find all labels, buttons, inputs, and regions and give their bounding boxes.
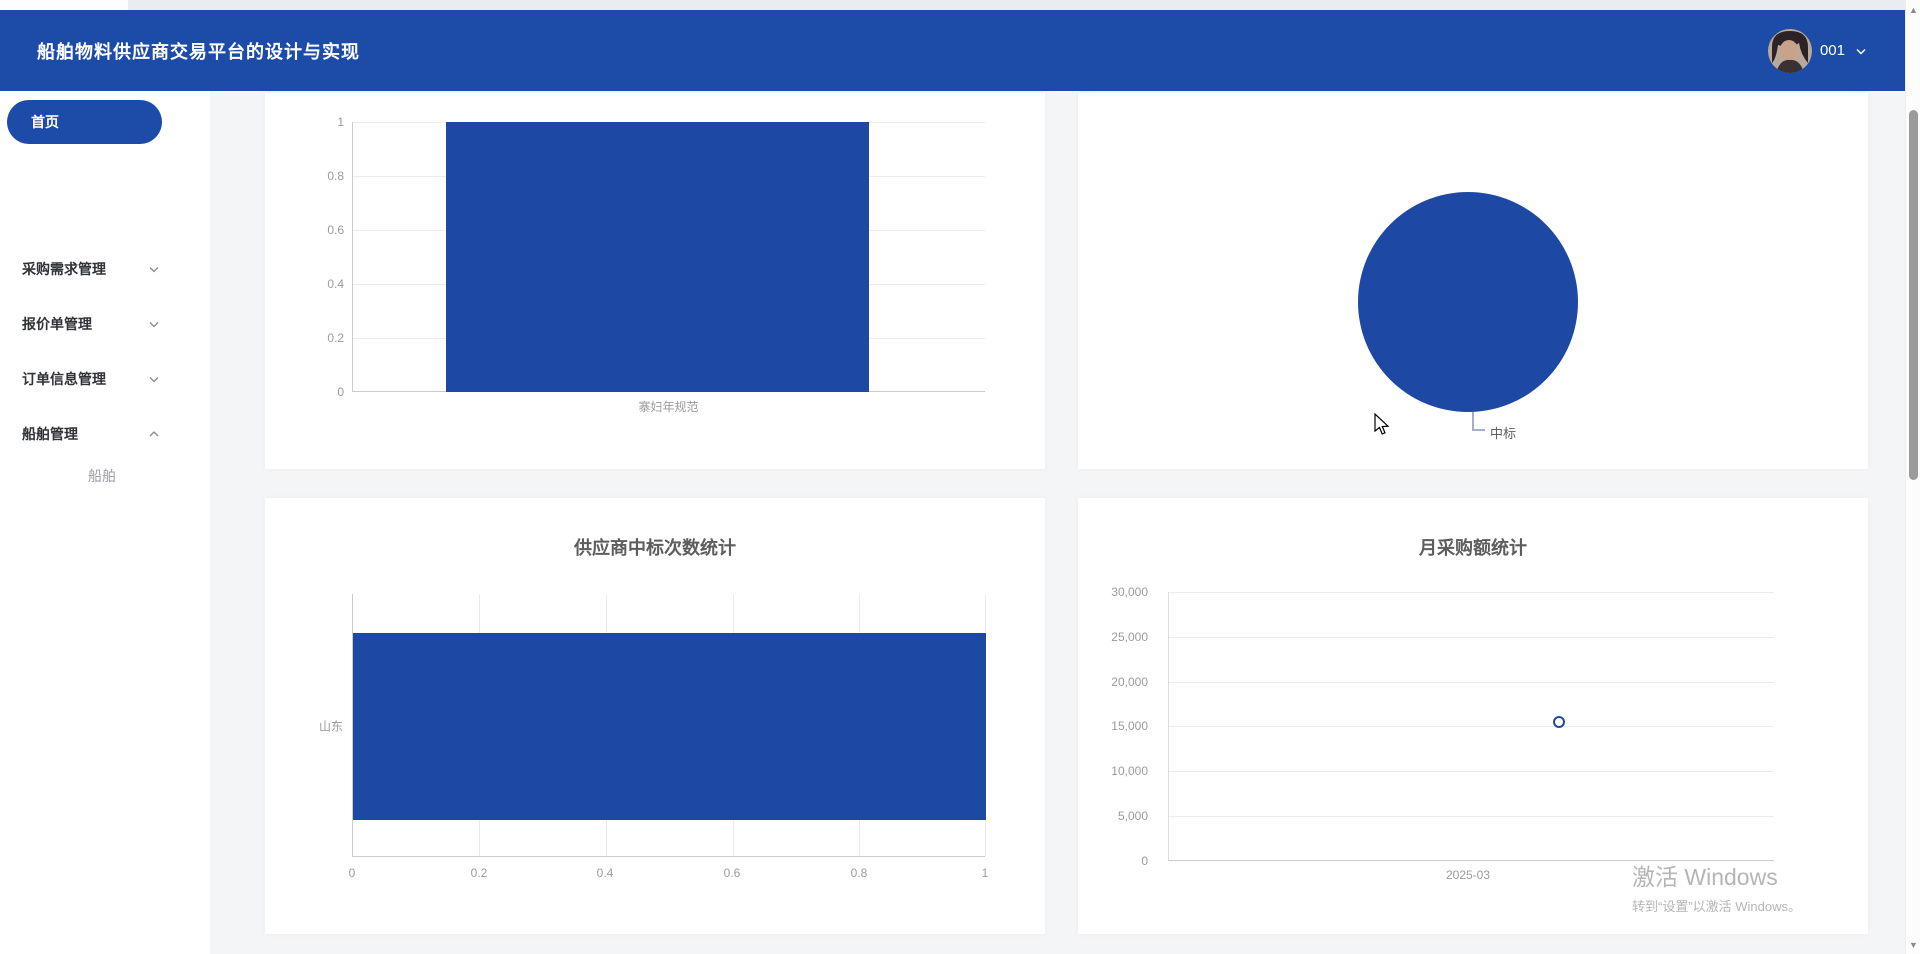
y-tick: 0 <box>1141 854 1148 868</box>
avatar[interactable] <box>1767 28 1812 73</box>
sidebar-item-purchase-demand[interactable]: 采购需求管理 <box>0 254 210 284</box>
x-tick: 0.2 <box>470 866 488 880</box>
x-tick: 0.4 <box>596 866 614 880</box>
chevron-down-icon <box>148 263 160 275</box>
chevron-down-icon <box>1855 45 1867 57</box>
chevron-down-icon <box>148 373 160 385</box>
chart-card-pie: 中标 <box>1078 93 1868 469</box>
y-tick: 5,000 <box>1117 809 1148 823</box>
y-tick: 0 <box>337 385 344 399</box>
bar-chart-plot <box>352 122 985 392</box>
y-tick: 0.4 <box>327 277 344 291</box>
sidebar-item-order-info[interactable]: 订单信息管理 <box>0 364 210 394</box>
page-title: 船舶物料供应商交易平台的设计与实现 <box>37 41 360 62</box>
category-tick: 山东 <box>318 719 343 734</box>
chart-card-bar: 1 0.8 0.6 0.4 0.2 0 寨妇年规范 <box>265 93 1045 469</box>
vertical-scrollbar[interactable]: ▲ ▼ <box>1905 0 1920 954</box>
gridline <box>1169 682 1774 683</box>
bar-chart-y-axis: 1 0.8 0.6 0.4 0.2 0 <box>265 115 344 399</box>
sidebar-subitem-label: 船舶 <box>88 468 116 484</box>
gridline <box>1169 637 1774 638</box>
gridline <box>1169 592 1774 593</box>
hbar-chart-x-axis: 0 0.2 0.4 0.6 0.8 1 <box>348 866 989 882</box>
line-chart-y-axis: 30,000 25,000 20,000 15,000 10,000 5,000… <box>1078 585 1148 868</box>
y-tick: 10,000 <box>1111 764 1148 778</box>
x-tick: 0.8 <box>850 866 868 880</box>
sidebar-item-quotation[interactable]: 报价单管理 <box>0 309 210 339</box>
data-point <box>1553 716 1565 728</box>
bar-series <box>353 633 986 820</box>
sidebar-item-home[interactable]: 首页 <box>7 100 162 144</box>
main-content: 1 0.8 0.6 0.4 0.2 0 寨妇年规范 中标 供应商中标次数统计 山… <box>210 91 1905 954</box>
sidebar-item-label: 采购需求管理 <box>22 261 106 277</box>
sidebar: 首页 采购需求管理 报价单管理 订单信息管理 船舶管理 船舶 <box>0 91 210 954</box>
y-tick: 30,000 <box>1111 585 1148 599</box>
username[interactable]: 001 <box>1819 42 1845 59</box>
y-tick: 0.6 <box>327 223 344 237</box>
user-menu[interactable]: 001 <box>1767 10 1867 91</box>
y-tick: 1 <box>337 115 344 129</box>
gridline <box>1169 726 1774 727</box>
y-tick: 20,000 <box>1111 675 1148 689</box>
pie-slice <box>1358 192 1578 412</box>
chevron-down-icon <box>148 318 160 330</box>
pie-slice-label: 中标 <box>1490 426 1517 441</box>
line-chart-plot <box>1168 592 1774 861</box>
x-tick: 0 <box>348 866 356 880</box>
sidebar-item-ship-management[interactable]: 船舶管理 <box>0 419 210 449</box>
bar-chart-x-category: 寨妇年规范 <box>638 400 699 414</box>
hbar-chart-category-axis: 山东 <box>265 594 343 857</box>
y-tick: 0.8 <box>327 169 344 183</box>
sidebar-subitem-ship[interactable]: 船舶 <box>88 465 208 487</box>
chevron-up-icon <box>148 428 160 440</box>
sidebar-item-label: 首页 <box>31 114 59 130</box>
sidebar-item-label: 订单信息管理 <box>22 371 106 387</box>
scrollbar-thumb[interactable] <box>1909 110 1918 480</box>
pie-label-leader <box>1472 429 1485 431</box>
browser-tab-fragment <box>0 0 128 10</box>
gridline <box>1169 816 1774 817</box>
chart-card-line: 月采购额统计 30,000 25,000 20,000 15,000 10,00… <box>1078 498 1868 934</box>
scroll-down-arrow[interactable]: ▼ <box>1909 939 1918 950</box>
gridline <box>1169 771 1774 772</box>
sidebar-item-label: 报价单管理 <box>22 316 92 332</box>
scroll-up-arrow[interactable]: ▲ <box>1909 4 1918 15</box>
y-tick: 0.2 <box>327 331 344 345</box>
pie-label-leader <box>1472 412 1474 431</box>
y-tick: 15,000 <box>1111 719 1148 733</box>
hbar-chart-plot <box>352 594 986 857</box>
chart-title: 供应商中标次数统计 <box>574 538 736 558</box>
chart-card-hbar: 供应商中标次数统计 山东 0 0.2 0.4 0.6 0.8 1 <box>265 498 1045 934</box>
sidebar-item-label: 船舶管理 <box>22 426 78 442</box>
chart-title: 月采购额统计 <box>1419 538 1527 558</box>
x-tick: 1 <box>981 866 989 880</box>
x-tick: 0.6 <box>723 866 741 880</box>
bar-series <box>446 122 869 392</box>
x-tick: 2025-03 <box>1445 868 1491 882</box>
app-header: 船舶物料供应商交易平台的设计与实现 001 <box>0 10 1905 91</box>
browser-edge-strip <box>0 0 1920 10</box>
y-tick: 25,000 <box>1111 630 1148 644</box>
